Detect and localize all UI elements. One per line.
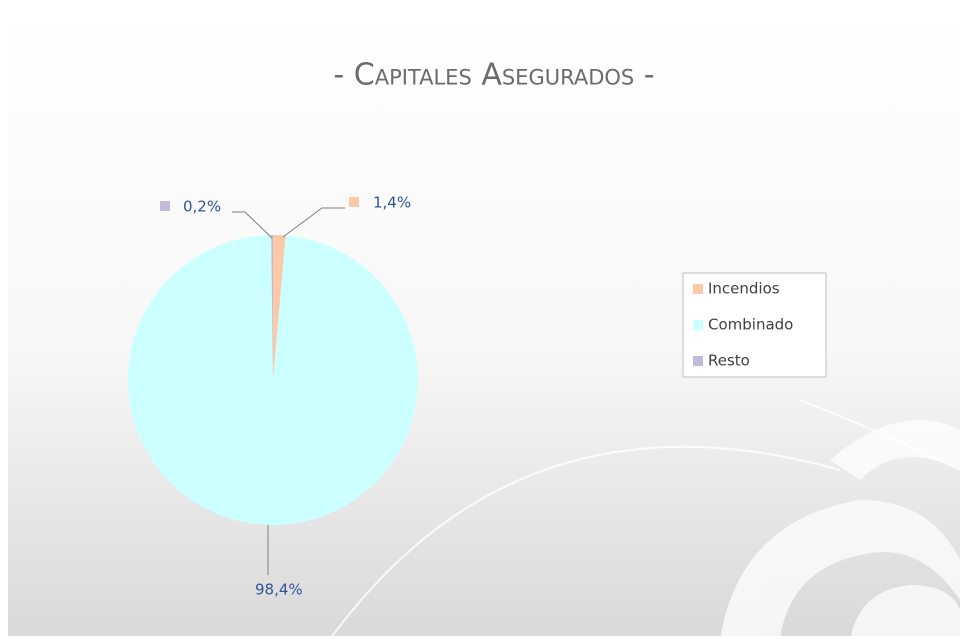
label-key	[349, 197, 359, 207]
legend	[682, 272, 827, 378]
legend-label: Incendios	[708, 280, 780, 298]
data-label: 1,4%	[373, 194, 411, 212]
legend-key	[693, 284, 703, 294]
pie-slice	[127, 235, 418, 525]
legend-key	[693, 356, 703, 366]
legend-label: Combinado	[708, 316, 793, 334]
data-label: 98,4%	[255, 581, 303, 599]
chart-title: - Capitales Asegurados -	[333, 58, 654, 93]
pie-slice	[271, 235, 273, 380]
data-label: 0,2%	[183, 198, 221, 216]
label-key	[160, 201, 170, 211]
leader-line	[282, 207, 345, 238]
legend-key	[693, 320, 703, 330]
pie-slice	[273, 235, 286, 380]
leader-line	[232, 211, 273, 239]
legend-label: Resto	[708, 352, 750, 370]
logo-decoration	[720, 420, 960, 639]
